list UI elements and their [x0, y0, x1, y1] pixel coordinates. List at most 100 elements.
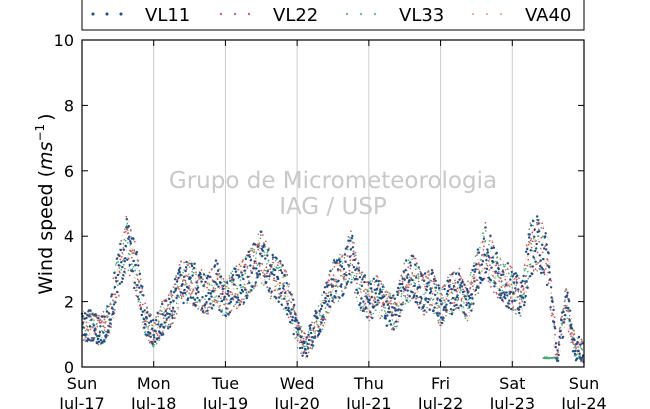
data-point [499, 277, 502, 279]
data-point [509, 297, 512, 299]
legend-marker [105, 12, 109, 16]
legend-marker [360, 13, 362, 15]
data-point [220, 279, 222, 281]
data-point [391, 314, 395, 317]
x-axis: SunJul-17MonJul-18TueJul-19WedJul-20ThuJ… [58, 40, 607, 409]
data-point [311, 348, 313, 350]
data-point [352, 252, 355, 256]
data-point [186, 275, 189, 278]
data-point [492, 276, 494, 278]
data-point [311, 340, 314, 343]
data-point [185, 260, 188, 264]
data-point [496, 261, 499, 265]
data-point [367, 293, 369, 296]
data-point [408, 283, 411, 286]
data-point [416, 291, 418, 293]
data-point [490, 240, 492, 242]
data-point [143, 322, 147, 326]
data-point [365, 292, 367, 295]
data-point [372, 299, 375, 302]
data-point [520, 298, 523, 301]
data-point [353, 274, 356, 277]
data-point [157, 327, 159, 329]
data-point [270, 292, 272, 295]
data-point [429, 287, 432, 291]
data-point [570, 335, 572, 337]
data-point [112, 277, 115, 280]
data-point [374, 281, 376, 283]
data-point [246, 294, 249, 297]
data-point [235, 306, 237, 308]
data-point [421, 278, 424, 281]
data-point [562, 310, 565, 314]
data-point [512, 306, 515, 309]
data-point [260, 250, 262, 252]
data-point [284, 306, 288, 309]
data-point [504, 265, 506, 267]
data-point [112, 317, 114, 319]
data-point [349, 259, 352, 261]
data-point [372, 277, 376, 281]
data-point [577, 335, 581, 339]
data-point [452, 282, 454, 285]
data-point [196, 279, 199, 282]
data-point [116, 290, 119, 294]
data-point [144, 311, 146, 314]
data-point [359, 283, 361, 286]
data-point [389, 294, 392, 296]
data-point [437, 321, 440, 324]
data-point [414, 276, 418, 279]
data-point [557, 351, 559, 353]
data-point [103, 340, 106, 343]
data-point [452, 312, 455, 314]
data-point [525, 247, 529, 251]
data-point [369, 297, 372, 300]
data-point [200, 299, 203, 301]
data-point [285, 300, 288, 303]
data-point [175, 302, 178, 305]
data-point [479, 249, 481, 251]
data-point [380, 290, 384, 294]
data-point [366, 316, 369, 319]
data-point [379, 280, 382, 283]
data-point [290, 308, 293, 311]
data-point [406, 289, 409, 292]
data-point [150, 327, 154, 330]
data-point [194, 278, 197, 280]
data-point [497, 267, 501, 271]
data-point [472, 288, 475, 291]
data-point [556, 348, 558, 350]
data-point [328, 312, 331, 314]
data-point [306, 347, 310, 350]
data-point [389, 299, 392, 302]
data-point [279, 262, 282, 265]
data-point [176, 285, 179, 287]
data-point [278, 292, 281, 295]
data-point [382, 284, 385, 286]
x-tick-label-date: Jul-20 [273, 394, 319, 409]
data-point [199, 277, 201, 280]
data-point [99, 316, 101, 318]
data-point [398, 319, 400, 321]
data-point [403, 288, 407, 292]
data-point [278, 284, 281, 287]
data-point [365, 300, 367, 303]
data-point [538, 240, 541, 243]
data-point [578, 352, 581, 356]
data-point [231, 273, 235, 277]
data-point [484, 239, 487, 242]
data-point [493, 291, 495, 294]
data-point [373, 288, 377, 292]
data-point [211, 289, 215, 293]
data-point [214, 287, 217, 290]
data-point [118, 267, 121, 269]
data-point [508, 282, 510, 284]
data-point [177, 308, 179, 310]
data-point [154, 324, 156, 327]
data-point [309, 347, 312, 349]
data-point [127, 257, 130, 260]
data-point [331, 290, 334, 292]
data-point [260, 230, 263, 234]
data-point [533, 271, 535, 273]
data-point [485, 230, 487, 232]
